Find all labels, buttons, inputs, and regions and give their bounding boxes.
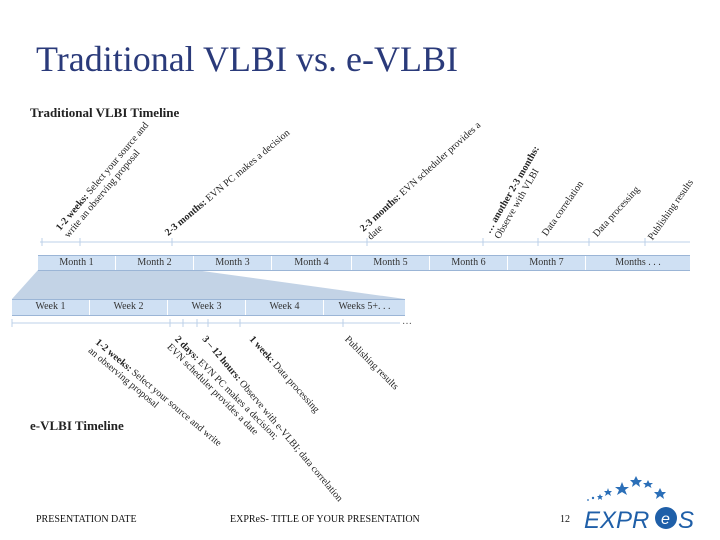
month-cell: Month 2 [116, 256, 194, 270]
week-cell: Week 1 [12, 300, 90, 315]
month-cell: Month 5 [352, 256, 430, 270]
svg-text:S: S [678, 507, 694, 534]
week-cell: Week 4 [246, 300, 324, 315]
zoom-wedge [12, 270, 405, 299]
svg-text:e: e [661, 511, 670, 528]
footer-page-number: 12 [560, 514, 570, 525]
footer-date: PRESENTATION DATE [36, 514, 137, 525]
month-cell: Month 6 [430, 256, 508, 270]
week-cell: Week 3 [168, 300, 246, 315]
expres-logo-graphic: EXPR e S [584, 476, 694, 534]
month-cell: Month 4 [272, 256, 352, 270]
week-cell: Week 2 [90, 300, 168, 315]
expres-logo: EXPR e S [582, 472, 714, 534]
week-cell: Weeks 5+. . . [338, 301, 391, 312]
footer-presentation-title: EXPReS- TITLE OF YOUR PRESENTATION [230, 514, 420, 525]
week-bar: Week 1 Week 2 Week 3 Week 4 Weeks 5+. . … [12, 299, 405, 316]
traditional-timeline-heading: Traditional VLBI Timeline [30, 105, 180, 120]
month-cell: Month 7 [508, 256, 586, 270]
month-cell: Month 1 [38, 256, 116, 270]
slide-title: Traditional VLBI vs. e-VLBI [36, 39, 458, 79]
svg-text:EXPR: EXPR [584, 507, 649, 534]
week-ellipsis: … [402, 316, 412, 327]
month-cell: Month 3 [194, 256, 272, 270]
evlbi-timeline-heading: e-VLBI Timeline [30, 418, 124, 433]
month-cell: Months . . . [615, 257, 661, 268]
month-bar: Month 1 Month 2 Month 3 Month 4 Month 5 … [38, 255, 690, 271]
